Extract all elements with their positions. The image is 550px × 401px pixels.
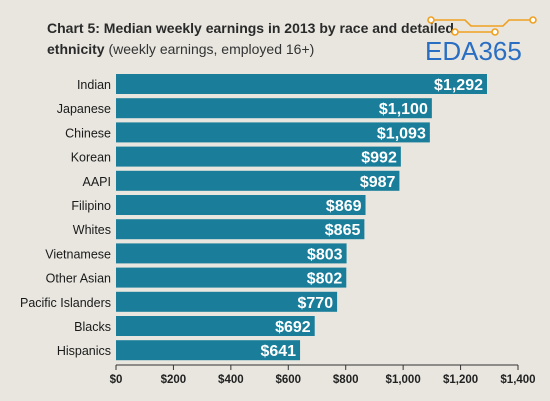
logo-text: EDA365 [425, 36, 522, 66]
bar [116, 195, 366, 215]
category-label: Other Asian [46, 272, 111, 286]
category-label: Pacific Islanders [20, 296, 111, 310]
bar [116, 291, 338, 312]
bar [116, 243, 347, 264]
category-label: Vietnamese [45, 247, 111, 261]
category-label: Indian [77, 78, 111, 92]
category-label: Filipino [71, 199, 111, 213]
bar [116, 340, 301, 361]
value-label: $865 [325, 222, 361, 239]
value-label: $770 [298, 295, 334, 312]
value-label: $992 [361, 150, 397, 167]
category-label: Hispanics [57, 344, 111, 358]
category-label: Korean [71, 151, 111, 165]
chart-title-prefix: Chart 5: [47, 20, 100, 36]
value-label: $1,093 [377, 125, 426, 142]
value-label: $1,292 [434, 77, 483, 94]
bar [116, 219, 365, 240]
value-label: $1,100 [379, 101, 428, 118]
x-tick-label: $200 [161, 374, 187, 386]
value-label: $802 [307, 271, 343, 288]
value-label: $869 [326, 198, 362, 215]
x-tick-label: $400 [218, 374, 244, 386]
category-label: Chinese [65, 126, 111, 140]
x-tick-label: $800 [333, 374, 359, 386]
bar [116, 98, 432, 119]
bar [116, 316, 315, 336]
chart-subtitle: (weekly earnings, employed 16+) [108, 41, 315, 57]
eda365-logo: EDA365 [425, 6, 545, 70]
bar [116, 122, 430, 143]
bar [116, 170, 400, 191]
x-tick-label: $1,200 [443, 374, 478, 386]
x-tick-label: $1,000 [386, 374, 421, 386]
category-label: Japanese [57, 102, 111, 116]
value-label: $641 [260, 343, 296, 360]
value-label: $803 [307, 246, 343, 263]
category-label: AAPI [83, 175, 112, 189]
value-label: $987 [360, 174, 396, 191]
bar [116, 74, 487, 94]
category-label: Blacks [74, 320, 111, 334]
category-label: Whites [73, 223, 111, 237]
bar [116, 146, 401, 167]
value-label: $692 [275, 319, 311, 336]
bar [116, 267, 347, 288]
x-tick-label: $1,400 [500, 374, 535, 386]
x-tick-label: $600 [275, 374, 301, 386]
x-tick-label: $0 [110, 374, 123, 386]
chart-title: Chart 5: Median weekly earnings in 2013 … [47, 18, 467, 60]
chart-title-main: Median weekly earnings in 2013 by race a… [47, 20, 454, 57]
circuit-trace-icon [427, 16, 537, 36]
